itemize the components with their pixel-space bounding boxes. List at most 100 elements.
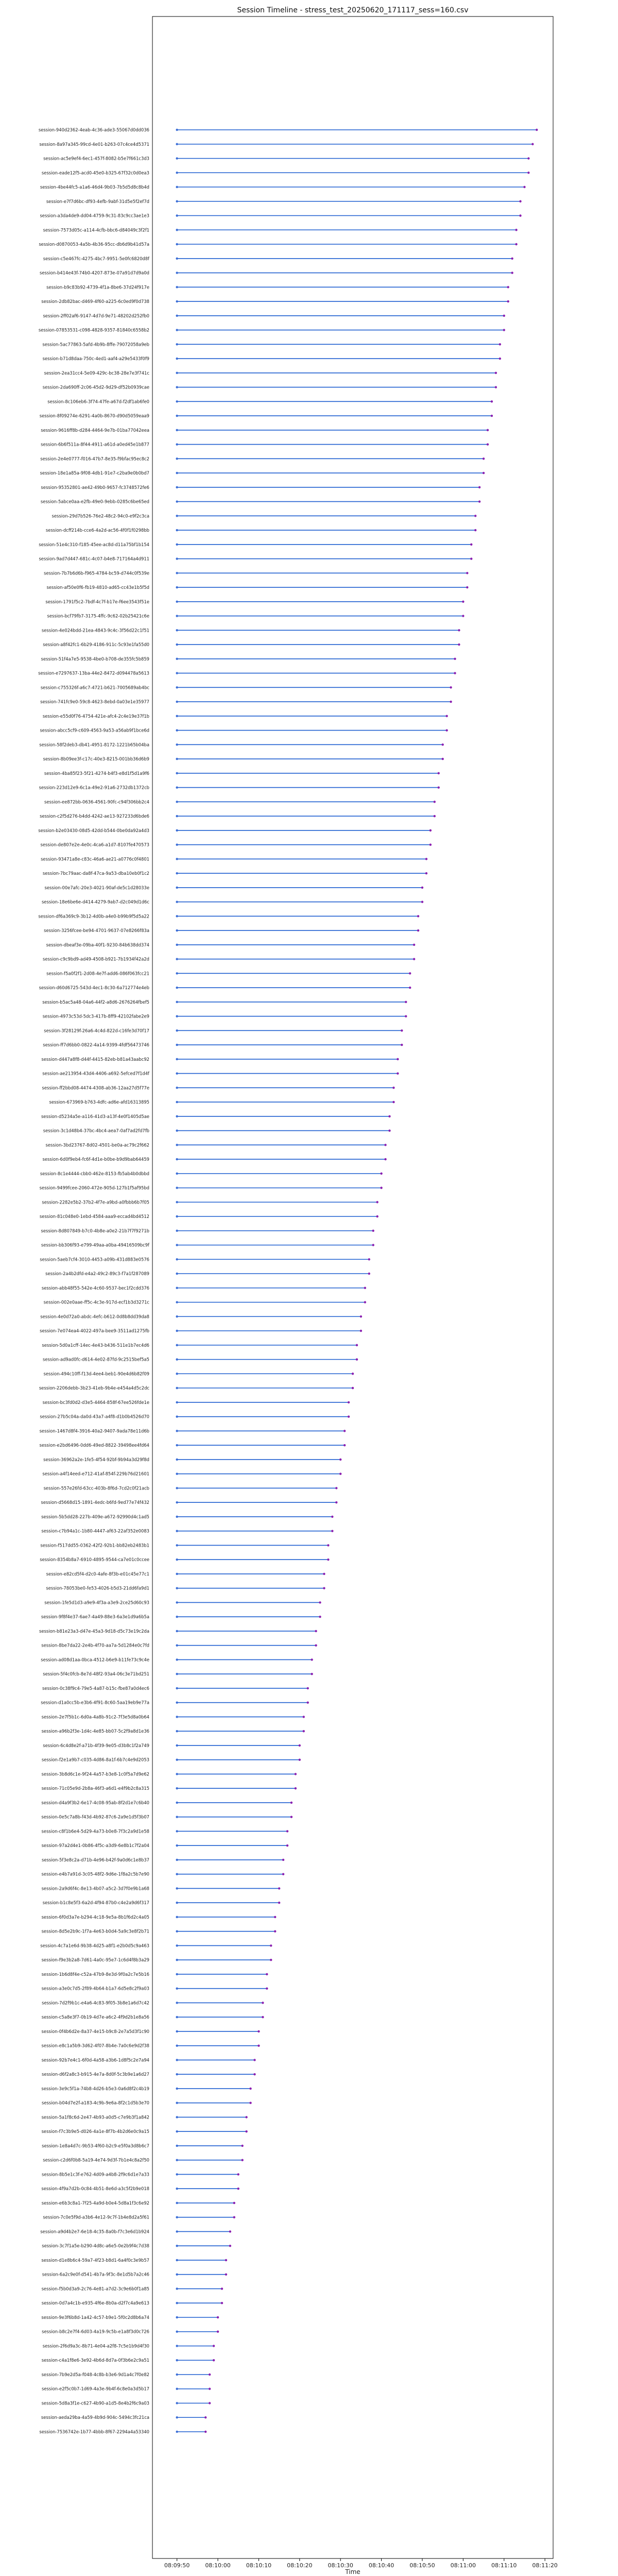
session-end-marker <box>462 600 465 603</box>
session-end-marker <box>302 1730 305 1733</box>
session-label: session-b71d8daa-750c-4ed1-aaf4-a29e5433… <box>43 356 149 361</box>
session-row: session-f5a0f2f1-2d08-4e7f-add6-086f063f… <box>46 971 411 976</box>
session-end-marker <box>397 1072 399 1075</box>
session-row: session-e8c1a5b9-3d62-4f07-8b4e-7a0c6e9d… <box>42 2043 260 2048</box>
session-label: session-8c106eb6-3f74-47fe-a67d-f2df1ab6… <box>47 399 149 404</box>
session-row: session-d5668d15-1891-4edc-b6fd-9ed77e74… <box>41 1500 338 1505</box>
session-row: session-4e0d72a0-abdc-4efc-b612-0d8b8dd3… <box>40 1314 363 1319</box>
session-row: session-27b5c04a-da0d-43a7-a4f8-d1b0b452… <box>40 1414 350 1419</box>
session-label: session-e6b3c8a1-7f25-4a9d-b0e4-5d8a1f3c… <box>42 2200 149 2206</box>
session-row: session-2ea31cc4-5e09-429c-bc38-28e7e3f7… <box>44 370 497 376</box>
session-start-marker <box>176 1658 178 1661</box>
session-row: session-9616ff8b-d284-4464-9e7b-01ba7704… <box>41 428 489 433</box>
session-end-marker <box>311 1672 313 1675</box>
session-end-marker <box>515 243 518 246</box>
session-end-marker <box>331 1530 334 1532</box>
session-row: session-b2e03430-08d5-42dd-b544-0be0da92… <box>38 828 432 833</box>
session-label: session-6a2c9e0f-d541-4b7a-9f3c-8e1d5b7a… <box>42 2272 149 2277</box>
session-start-marker <box>176 1887 178 1890</box>
session-start-marker <box>176 229 178 231</box>
session-row: session-d4a9f3b2-6e17-4c08-95ab-8f2d1e7c… <box>41 1800 293 1805</box>
session-end-marker <box>233 2216 235 2218</box>
session-start-marker <box>176 1415 178 1418</box>
session-row: session-1791f5c2-7bdf-4c7f-b17e-f6ee3543… <box>45 599 465 604</box>
session-start-marker <box>176 843 178 846</box>
session-row: session-f2e1a9b7-c035-4d86-8a1f-6b7c4e9d… <box>42 1757 301 1762</box>
session-start-marker <box>176 643 178 646</box>
session-end-marker <box>433 815 436 818</box>
session-end-marker <box>482 457 485 460</box>
session-label: session-5d0a1cff-14ec-4e43-b436-511e1b7e… <box>42 1343 149 1348</box>
session-label: session-557e26fd-63cc-403b-8f6d-7cd2c0f2… <box>44 1485 149 1490</box>
session-end-marker <box>405 1001 407 1004</box>
session-end-marker <box>450 686 452 689</box>
session-start-marker <box>176 2130 178 2133</box>
session-start-marker <box>176 1744 178 1747</box>
session-row: session-e7f7d6bc-df93-4efb-9abf-31d5e5f2… <box>46 199 522 204</box>
session-end-marker <box>315 1630 317 1633</box>
session-label: session-2ea31cc4-5e09-429c-bc38-28e7e3f7… <box>44 370 150 376</box>
session-row: session-97a2d4e1-0b86-4f5c-a3d9-6e8b1c7f… <box>42 1843 289 1848</box>
session-label: session-0d7a4c1b-e935-4f6e-8b0a-d2f7c4a9… <box>42 2300 149 2306</box>
session-label: session-2a9d6f4c-8e13-4b07-a5c2-3d7f0e9b… <box>42 1886 149 1891</box>
session-row: session-f517dd55-0362-42f2-92b1-bb82eb24… <box>40 1543 330 1548</box>
session-end-marker <box>278 1901 281 1904</box>
session-end-marker <box>278 1887 281 1890</box>
session-row: session-6d0f9eb4-fc6f-4d1e-b0be-b9d9bab6… <box>43 1157 387 1162</box>
session-label: session-e82cd5f4-d2c0-4afe-8f3b-e01c45e7… <box>46 1571 149 1577</box>
session-label: session-4973c53d-5dc3-417b-8ff9-42102fab… <box>43 1014 149 1019</box>
session-end-marker <box>343 1430 346 1432</box>
session-start-marker <box>176 1472 178 1475</box>
session-start-marker <box>176 2116 178 2119</box>
session-label: session-ae213954-43d4-4406-a692-5efced7f… <box>42 1071 150 1076</box>
session-end-marker <box>372 1244 374 1246</box>
session-start-marker <box>176 329 178 331</box>
session-end-marker <box>486 429 489 431</box>
session-start-marker <box>176 443 178 446</box>
session-start-marker <box>176 2373 178 2376</box>
session-end-marker <box>466 586 469 589</box>
session-end-marker <box>290 1816 293 1818</box>
session-end-marker <box>454 657 456 660</box>
x-tick-label: 08:10:10 <box>246 2562 271 2569</box>
session-row: session-2db82bac-d469-4f60-a225-6c0ed9f0… <box>41 299 509 304</box>
session-end-marker <box>437 772 440 775</box>
session-label: session-c9c9bd9-ad49-4508-b921-7b1934f42… <box>43 957 149 962</box>
session-label: session-bb306f93-e799-49aa-a0ba-49416509… <box>41 1243 150 1248</box>
session-label: session-9499fcee-2060-472e-905d-127b1f5a… <box>40 1185 149 1191</box>
session-row: session-0c38f9c4-79e5-4a87-b15c-fbe87a0d… <box>42 1686 309 1691</box>
session-end-marker <box>302 1716 305 1718</box>
session-row: session-c8f1b6e4-5d29-4a73-b0e8-7f3c2a9d… <box>42 1828 289 1834</box>
session-start-marker <box>176 2330 178 2333</box>
session-row: session-4be44fc5-a1a6-46d4-9b03-7b5d5d8c… <box>40 184 526 190</box>
session-label: session-0f4b6d2e-8a37-4e15-b9c8-2e7a5d3f… <box>42 2029 149 2034</box>
session-row: session-9f8f4e37-6ae7-4a49-88e3-6a3e1d9a… <box>41 1614 321 1619</box>
session-start-marker <box>176 972 178 975</box>
session-start-marker <box>176 1386 178 1389</box>
session-row: session-ae213954-43d4-4406-a692-5efced7f… <box>42 1071 399 1076</box>
session-start-marker <box>176 371 178 374</box>
session-rows: session-940d2362-4eab-4c36-ade3-55067d0d… <box>38 127 538 2434</box>
session-row: session-4f9a7d2b-0c84-4b51-8e6d-a3c5f2b9… <box>41 2186 239 2191</box>
session-label: session-7b7b6d6b-f965-4784-bc59-d744c0f5… <box>44 570 149 575</box>
session-row: session-ee872bb-0636-4561-90fc-c94f306bb… <box>44 799 436 804</box>
session-label: session-2e4e0777-f016-47b7-8e35-f9bfac95… <box>40 456 149 461</box>
session-end-marker <box>323 1587 325 1589</box>
session-label: session-8d807849-b7c0-4b8e-a0e2-21b7f7f9… <box>41 1228 149 1233</box>
session-end-marker <box>208 2387 211 2390</box>
session-label: session-4e0d72a0-abdc-4efc-b612-0d8b8dd3… <box>40 1314 149 1319</box>
session-end-marker <box>273 1930 277 1933</box>
session-row: session-9ad7d447-681c-4c07-b4e8-717164a4… <box>39 556 473 562</box>
session-end-marker <box>397 1058 399 1061</box>
session-end-marker <box>429 829 432 832</box>
session-row: session-e2f5c0b7-1d69-4a3e-9b4f-6c8e0a3d… <box>42 2386 211 2392</box>
session-end-marker <box>511 272 513 274</box>
session-row: session-6c4d8e2f-a71b-4f39-9e05-d3b8c1f2… <box>43 1743 301 1748</box>
session-label: session-3f28129f-26a6-4c4d-822d-c16fe3d7… <box>44 1028 149 1033</box>
session-label: session-d60d6725-543d-4ec1-8c30-6a712774… <box>39 985 149 990</box>
session-start-marker <box>176 1072 178 1075</box>
session-label: session-b5ac5a48-04a6-44f2-a8d6-2676264f… <box>42 999 149 1005</box>
session-label: session-8c1e4444-cbb0-462e-8153-fb5ab4b0… <box>40 1171 149 1176</box>
session-label: session-3bd23767-8d02-4501-be0a-ac79c2f6… <box>45 1142 149 1147</box>
session-label: session-78053be0-fe53-4026-b5d3-21dd6fa9… <box>46 1586 149 1591</box>
